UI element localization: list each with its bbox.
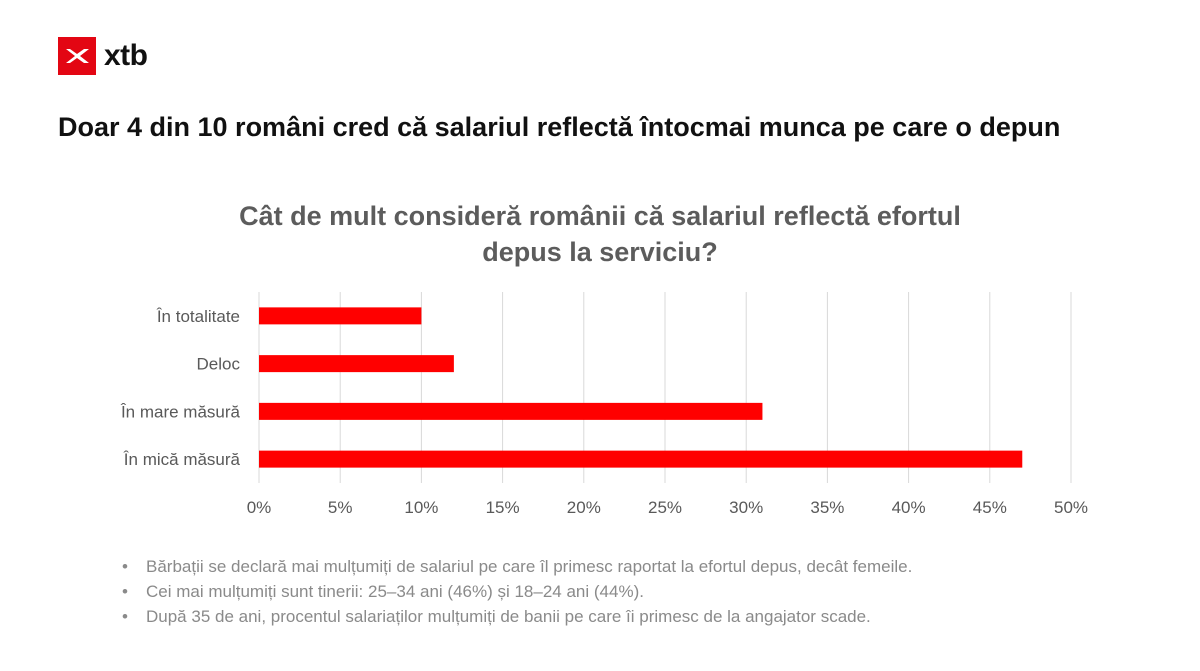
- x-tick-label: 0%: [247, 498, 272, 517]
- chart-title-line-1: Cât de mult consideră românii că salariu…: [239, 201, 961, 231]
- xtb-logo-text: xtb: [104, 39, 148, 72]
- x-tick-label: 10%: [404, 498, 438, 517]
- category-label: În mică măsură: [123, 450, 241, 469]
- x-tick-label: 35%: [810, 498, 844, 517]
- x-tick-label: 40%: [892, 498, 926, 517]
- bar: [259, 307, 422, 325]
- x-tick-label: 20%: [567, 498, 601, 517]
- note-item: Bărbații se declară mai mulțumiți de sal…: [120, 554, 912, 579]
- chart-title: Cât de mult consideră românii că salariu…: [0, 198, 1200, 270]
- x-tick-label: 30%: [729, 498, 763, 517]
- x-tick-label: 5%: [328, 498, 353, 517]
- note-item: Cei mai mulțumiți sunt tinerii: 25–34 an…: [120, 579, 912, 604]
- category-label: Deloc: [197, 355, 241, 374]
- bar: [259, 402, 763, 420]
- bar: [259, 355, 454, 373]
- category-label: În totalitate: [156, 307, 240, 326]
- bar: [259, 450, 1023, 468]
- category-label: În mare măsură: [120, 402, 241, 421]
- xtb-logo: xtb: [58, 37, 148, 75]
- note-item: După 35 de ani, procentul salariaților m…: [120, 604, 912, 629]
- x-tick-label: 25%: [648, 498, 682, 517]
- x-tick-label: 45%: [973, 498, 1007, 517]
- notes-list: Bărbații se declară mai mulțumiți de sal…: [120, 554, 912, 629]
- chart-title-line-2: depus la serviciu?: [482, 237, 718, 267]
- xtb-logo-icon: [58, 37, 96, 75]
- x-tick-label: 15%: [486, 498, 520, 517]
- x-tick-label: 50%: [1054, 498, 1088, 517]
- page-headline: Doar 4 din 10 români cred că salariul re…: [58, 112, 1061, 142]
